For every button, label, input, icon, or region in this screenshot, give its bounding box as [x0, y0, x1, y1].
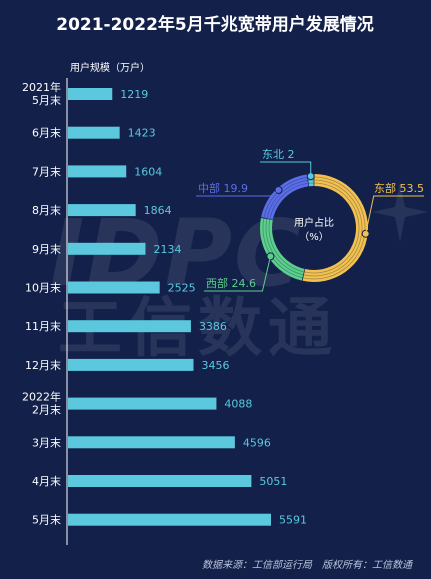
data-label: 5051: [259, 475, 287, 488]
tick-label: 6月末: [32, 126, 61, 140]
tick-label: 3月末: [32, 435, 61, 449]
data-label: 3386: [199, 320, 227, 333]
tick-label: 2月末: [32, 403, 61, 417]
donut-center-label: （%）: [299, 231, 329, 243]
slice-label: 东北 2: [262, 148, 295, 161]
donut-slice: [259, 217, 305, 281]
slice-label: 东部 53.5: [374, 181, 424, 195]
tick-label: 2021年: [22, 80, 61, 94]
tick-label: 4月末: [32, 474, 61, 488]
bar: [68, 475, 252, 487]
tick-label: 2022年: [22, 390, 61, 404]
bar: [68, 165, 127, 178]
donut-slice-stripe: [304, 182, 360, 274]
data-label: 2525: [168, 282, 196, 295]
bar: [68, 513, 271, 526]
bar: [68, 281, 160, 294]
callout-line: [204, 256, 271, 292]
donut-slice-stripe: [266, 180, 308, 219]
bar: [68, 397, 217, 410]
callout-line: [196, 189, 279, 197]
donut-slice-stripe: [268, 219, 304, 273]
watermark-star-icon: [372, 182, 428, 242]
axis-label: 用户规模（万户）: [70, 61, 150, 74]
tick-label: 8月末: [32, 203, 61, 217]
tick-label: 11月末: [25, 319, 61, 333]
donut-slice: [302, 174, 369, 282]
footer-source: 数据来源：工信部运行局 版权所有：工信数通: [202, 559, 414, 571]
bar: [68, 436, 235, 449]
data-label: 1423: [128, 127, 156, 140]
data-label: 3456: [201, 359, 229, 372]
bar: [68, 204, 136, 217]
tick-label: 12月末: [25, 358, 61, 372]
tick-label: 7月末: [32, 164, 61, 178]
donut-slice: [261, 174, 309, 220]
tick-label: 5月末: [32, 93, 61, 107]
bar: [68, 320, 191, 333]
donut-chart: 用户占比 （%） 东部 53.5 西部 24.6 中部 19.9 东北 2: [196, 148, 424, 292]
data-label: 2134: [153, 243, 181, 256]
tick-label: 9月末: [32, 242, 61, 256]
bar: [68, 358, 194, 371]
donut-slice-stripe: [303, 179, 363, 277]
bar-chart: 12192021年5月末14236月末16047月末18648月末21349月末…: [22, 80, 307, 527]
tick-label: 10月末: [25, 281, 61, 295]
tick-label: 5月末: [32, 513, 61, 527]
data-label: 1219: [120, 88, 148, 101]
bar: [68, 88, 113, 100]
bar: [68, 242, 146, 255]
chart-title: 2021-2022年5月千兆宽带用户发展情况: [56, 14, 374, 35]
data-label: 4596: [243, 436, 271, 449]
data-label: 5591: [279, 514, 307, 527]
slice-label: 中部 19.9: [198, 181, 248, 195]
callout-line: [260, 161, 312, 177]
donut-slice-stripe: [265, 218, 304, 276]
bar: [68, 126, 120, 139]
slice-label: 西部 24.6: [206, 276, 256, 290]
data-label: 1604: [134, 165, 162, 178]
callout-line: [365, 195, 424, 234]
data-label: 4088: [224, 398, 252, 411]
donut-center-label: 用户占比: [294, 216, 334, 229]
data-label: 1864: [144, 204, 172, 217]
donut-slice-stripe: [269, 183, 309, 220]
